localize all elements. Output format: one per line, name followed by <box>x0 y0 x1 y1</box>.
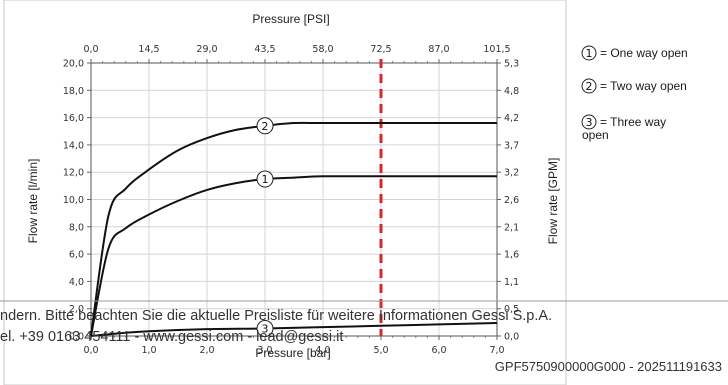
right-tick-label: 4,2 <box>504 113 519 124</box>
left-tick-label: 0,0 <box>69 332 84 343</box>
right-tick-label: 2,1 <box>504 222 519 233</box>
top-tick-label: 14,5 <box>138 44 159 55</box>
left-tick-label: 10,0 <box>63 195 84 206</box>
legend: 1 = One way open 2 = Two way open 3 = Three w… <box>581 45 688 142</box>
left-tick-label: 16,0 <box>63 113 84 124</box>
curve-marker-1 <box>256 170 274 188</box>
top-tick-label: 72,5 <box>370 44 391 55</box>
curve-marker-3 <box>256 319 274 337</box>
series-group <box>90 59 498 337</box>
right-tick-label: 0,0 <box>504 332 519 343</box>
right-tick-label: 0,5 <box>504 304 519 315</box>
bottom-tick-label: 6,0 <box>431 345 446 356</box>
bottom-tick-label: 2,0 <box>199 345 214 356</box>
right-tick-label: 5,3 <box>504 59 519 70</box>
chart-frame <box>3 0 567 385</box>
left-tick-label: 2,0 <box>69 304 84 315</box>
top-axis-title: Pressure [PSI] <box>252 12 329 26</box>
top-tick-label: 0,0 <box>83 44 98 55</box>
right-tick-label: 3,7 <box>504 140 519 151</box>
left-tick-label: 14,0 <box>63 140 84 151</box>
right-axis-title: Flow rate [GPM] <box>546 158 560 245</box>
watermark-line-2: el. +39 0163 454111 - www.gessi.com - le… <box>0 329 343 345</box>
right-tick-label: 4,8 <box>504 86 519 97</box>
series-line-1 <box>90 175 497 337</box>
top-tick-label: 58,0 <box>312 44 333 55</box>
legend-entry-text: = Two way open <box>600 79 687 93</box>
legend-marker-2 <box>581 78 597 94</box>
curve-label-2: 2 <box>262 120 269 133</box>
bottom-tick-label: 4,0 <box>315 345 330 356</box>
bottom-tick-label: 0,0 <box>83 345 98 356</box>
bottom-axis-title: Pressure [bar] <box>255 346 330 360</box>
tick-labels: 0,0 0,02,0 0,54,0 1,16,0 1,68,0 2,110,0 2,612,… <box>63 44 519 356</box>
right-tick-label: 3,2 <box>504 168 519 179</box>
right-tick-label: 2,6 <box>504 195 519 206</box>
watermark-document-id: GPF5750900000G000 - 202511191633 <box>495 359 722 374</box>
watermark-line-1: ndern. Bitte beachten Sie die aktuelle P… <box>0 308 552 324</box>
curve-labels: 1 2 3 <box>256 117 274 337</box>
legend-entry-text-continued: open <box>582 128 609 142</box>
legend-marker-1 <box>581 45 597 61</box>
top-tick-label: 87,0 <box>428 44 449 55</box>
bottom-tick-label: 3,0 <box>257 345 272 356</box>
series-line-2 <box>90 121 497 337</box>
bottom-tick-label: 5,0 <box>373 345 388 356</box>
left-tick-label: 20,0 <box>63 59 84 70</box>
left-axis-title: Flow rate [l/min] <box>26 159 40 244</box>
grid <box>90 62 498 337</box>
curve-marker-2 <box>256 117 274 135</box>
legend-marker-number: 2 <box>586 80 593 93</box>
left-tick-label: 8,0 <box>69 222 84 233</box>
top-tick-label: 43,5 <box>254 44 275 55</box>
left-tick-label: 18,0 <box>63 86 84 97</box>
legend-marker-number: 3 <box>586 116 593 129</box>
left-tick-label: 4,0 <box>69 277 84 288</box>
legend-marker-3 <box>581 114 597 130</box>
left-tick-label: 12,0 <box>63 168 84 179</box>
axes <box>87 59 501 340</box>
curve-label-1: 1 <box>262 173 269 186</box>
right-tick-label: 1,6 <box>504 250 519 261</box>
bottom-tick-label: 7,0 <box>489 345 504 356</box>
legend-entry-text: = One way open <box>600 46 688 60</box>
left-tick-label: 6,0 <box>69 250 84 261</box>
curve-label-3: 3 <box>262 322 269 335</box>
right-tick-label: 1,1 <box>504 277 519 288</box>
top-tick-label: 101,5 <box>483 44 510 55</box>
legend-entry-text: = Three way <box>600 115 666 129</box>
bottom-tick-label: 1,0 <box>141 345 156 356</box>
legend-marker-number: 1 <box>586 47 593 60</box>
top-tick-label: 29,0 <box>196 44 217 55</box>
